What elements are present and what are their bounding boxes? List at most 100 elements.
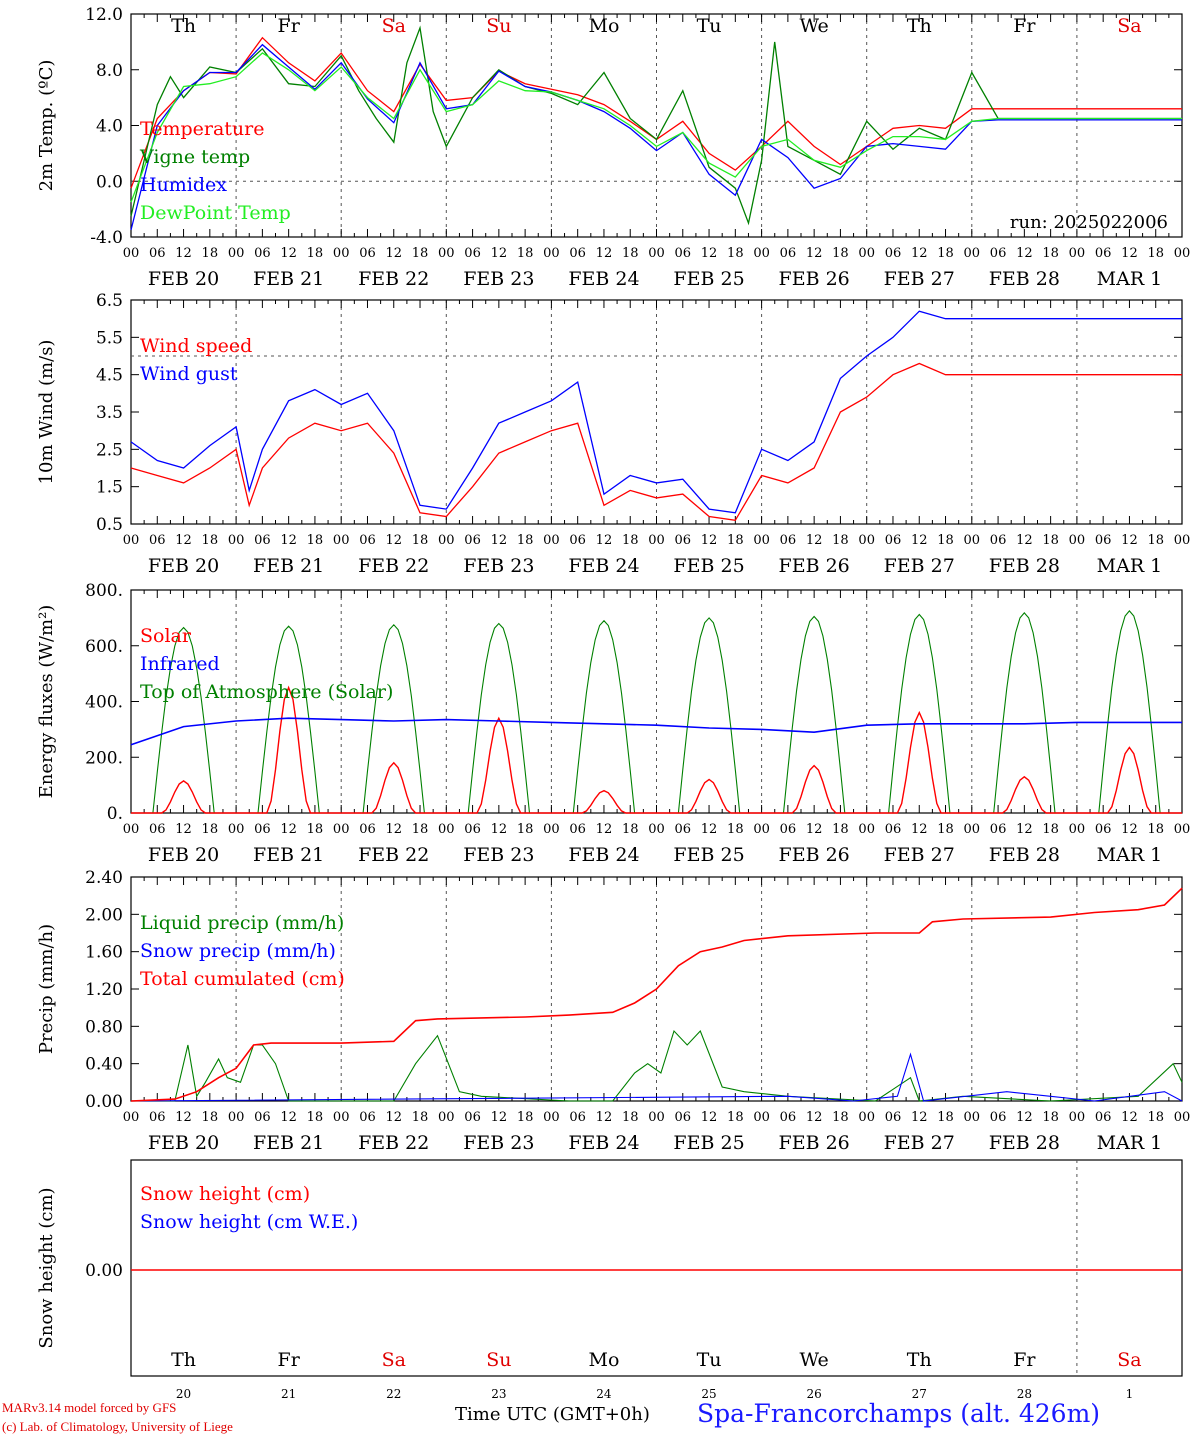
hour-tick-label: 06 (359, 533, 376, 548)
legend-entry: Humidex (140, 174, 227, 196)
y-tick-label: 0.80 (85, 1017, 123, 1037)
hour-tick-label: 12 (701, 1110, 718, 1125)
hour-tick-label: 18 (307, 533, 324, 548)
hour-tick-label: 18 (202, 822, 219, 837)
y-tick-label: 4.5 (96, 366, 123, 386)
day-number-label: 20 (176, 1387, 191, 1401)
day-number-label: 24 (596, 1387, 612, 1401)
toa-solar-curve (761, 615, 867, 814)
date-label: FEB 25 (673, 1132, 744, 1154)
hour-tick-label: 12 (491, 822, 508, 837)
y-tick-label: 0.0 (96, 172, 123, 192)
solar-curve (551, 789, 657, 814)
hour-tick-label: 12 (596, 822, 613, 837)
hour-tick-label: 12 (911, 1110, 928, 1125)
time-axis-label: Time UTC (GMT+0h) (455, 1404, 650, 1425)
hour-tick-label: 06 (569, 822, 586, 837)
run-label: run: 2025022006 (1010, 212, 1168, 233)
hour-tick-label: 00 (964, 246, 981, 261)
hour-tick-label: 18 (832, 533, 849, 548)
hour-tick-label: 06 (675, 1110, 692, 1125)
weekday-label: Th (171, 1349, 196, 1371)
hour-tick-label: 06 (780, 533, 797, 548)
legend-entry: Top of Atmosphere (Solar) (140, 681, 393, 703)
weekday-label: Tu (697, 1349, 722, 1371)
date-label: FEB 20 (148, 844, 219, 866)
weekday-label: Su (486, 1349, 511, 1371)
hour-tick-label: 00 (438, 822, 455, 837)
hour-tick-label: 06 (569, 1110, 586, 1125)
y-tick-label: 6.5 (96, 291, 123, 311)
date-label: FEB 28 (989, 844, 1060, 866)
hour-tick-label: 18 (1147, 1110, 1164, 1125)
date-label: FEB 22 (358, 555, 429, 577)
date-label: FEB 24 (568, 844, 639, 866)
hour-tick-label: 00 (333, 822, 350, 837)
hour-tick-label: 18 (622, 822, 639, 837)
weekday-label: Sa (1117, 1349, 1141, 1371)
day-number-label: 28 (1017, 1387, 1032, 1401)
hour-tick-label: 00 (1069, 1110, 1086, 1125)
hour-tick-label: 00 (648, 822, 665, 837)
date-label: FEB 24 (568, 268, 639, 290)
weekday-label: Fr (278, 15, 301, 37)
hour-tick-label: 12 (280, 822, 297, 837)
hour-tick-label: 06 (1095, 822, 1112, 837)
hour-tick-label: 06 (149, 1110, 166, 1125)
hour-tick-label: 18 (727, 246, 744, 261)
hour-tick-label: 06 (464, 246, 481, 261)
date-label: MAR 1 (1097, 268, 1163, 290)
snow-series: Th Fr Sa Su Mo Tu We Th Fr Sa 20 21 22 23 24 25 26 27 28 1 (131, 1269, 1182, 1401)
solar-curve (761, 764, 867, 814)
solar-curve (446, 716, 552, 814)
date-label: FEB 21 (253, 844, 324, 866)
hour-tick-label: 00 (123, 822, 140, 837)
hour-tick-label: 06 (885, 822, 902, 837)
infrared-curve (130, 717, 1182, 746)
hour-tick-label: 18 (202, 246, 219, 261)
date-label: FEB 27 (884, 555, 955, 577)
hour-tick-label: 18 (937, 822, 954, 837)
day-number-label: 21 (281, 1387, 296, 1401)
hour-tick-label: 00 (123, 246, 140, 261)
hour-tick-label: 00 (228, 1110, 245, 1125)
date-label: FEB 21 (253, 1132, 324, 1154)
y-tick-label: 4.0 (96, 117, 123, 137)
hour-tick-label: 12 (491, 533, 508, 548)
hour-tick-label: 18 (727, 533, 744, 548)
hour-tick-label: 18 (832, 822, 849, 837)
date-label: MAR 1 (1097, 844, 1163, 866)
hour-tick-label: 18 (307, 1110, 324, 1125)
solar-curve (866, 710, 972, 814)
hour-tick-label: 06 (990, 246, 1007, 261)
weekday-label: We (800, 15, 829, 37)
date-label: FEB 23 (463, 1132, 534, 1154)
hour-tick-label: 00 (753, 1110, 770, 1125)
hour-tick-label: 18 (937, 533, 954, 548)
weekday-label: Sa (382, 15, 406, 37)
hour-tick-label: 18 (937, 1110, 954, 1125)
hour-tick-label: 18 (412, 822, 429, 837)
hour-tick-label: 00 (1174, 822, 1191, 837)
hour-tick-label: 18 (622, 533, 639, 548)
hour-tick-label: 06 (359, 1110, 376, 1125)
hour-tick-label: 00 (543, 1110, 560, 1125)
date-label: FEB 27 (884, 1132, 955, 1154)
hour-tick-label: 12 (1016, 822, 1033, 837)
hour-tick-label: 12 (596, 246, 613, 261)
precip-series (130, 887, 1183, 1102)
hour-tick-label: 00 (648, 1110, 665, 1125)
panel-5: 0.00 Snow height (cm) (36, 1159, 1183, 1377)
series-line (131, 1029, 1183, 1102)
hour-tick-label: 18 (517, 246, 534, 261)
day-number-label: 26 (807, 1387, 822, 1401)
y-axis-label: 2m Temp. (ºC) (36, 60, 57, 192)
hour-tick-label: 12 (175, 822, 192, 837)
hour-tick-label: 12 (385, 533, 402, 548)
y-axis-label: 10m Wind (m/s) (36, 340, 57, 485)
hour-tick-label: 06 (1095, 533, 1112, 548)
day-number-label: 27 (912, 1387, 927, 1401)
station-title: Spa-Francorchamps (alt. 426m) (697, 1399, 1101, 1428)
hour-tick-label: 06 (675, 246, 692, 261)
date-label: MAR 1 (1097, 1132, 1163, 1154)
